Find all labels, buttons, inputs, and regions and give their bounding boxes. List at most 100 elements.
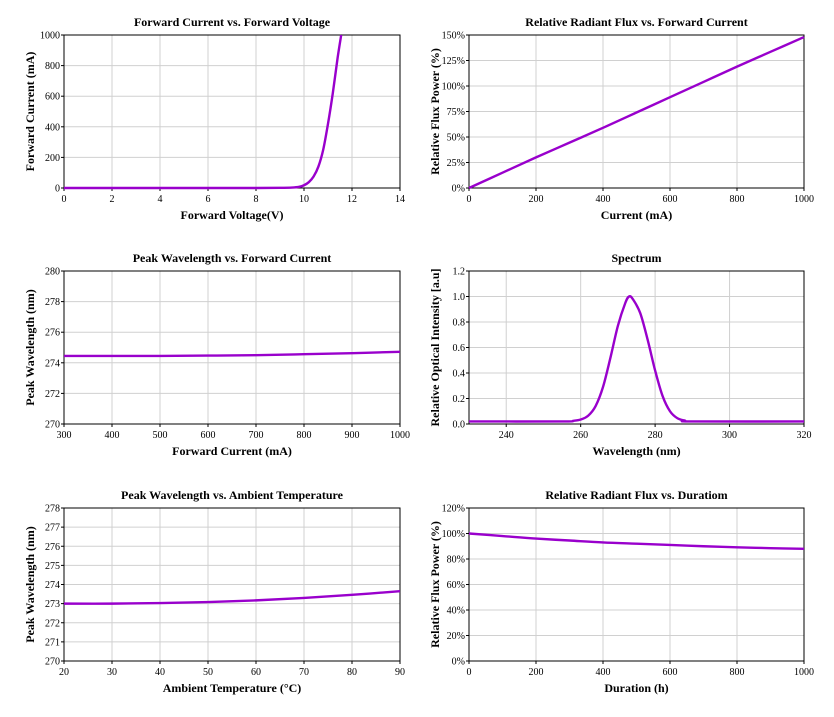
y-tick-label: 0.0 [453, 420, 466, 431]
x-tick-label: 800 [730, 194, 745, 205]
series-line [64, 34, 343, 190]
x-tick-label: 14 [395, 194, 405, 205]
series-line [64, 350, 401, 358]
y-tick-label: 125% [442, 56, 465, 67]
x-tick-label: 0 [467, 194, 472, 205]
y-axis-label: Peak Wavelength (nm) [23, 526, 37, 642]
y-tick-label: 50% [447, 133, 465, 144]
y-tick-label: 272 [45, 618, 60, 629]
series-line [63, 589, 401, 605]
chart-title: Peak Wavelength vs. Forward Current [133, 251, 332, 265]
x-tick-label: 10 [299, 194, 309, 205]
x-tick-label: 400 [596, 194, 611, 205]
y-tick-label: 276 [45, 328, 60, 339]
x-tick-label: 700 [249, 430, 264, 441]
x-tick-label: 300 [57, 430, 72, 441]
y-tick-label: 0.6 [453, 343, 466, 354]
y-tick-label: 25% [447, 158, 465, 169]
y-tick-label: 274 [45, 358, 60, 369]
series-line [468, 35, 805, 190]
x-tick-label: 900 [345, 430, 360, 441]
y-tick-label: 600 [45, 92, 60, 103]
x-tick-label: 200 [529, 194, 544, 205]
x-tick-label: 600 [663, 667, 678, 678]
chart-title: Peak Wavelength vs. Ambient Temperature [121, 488, 344, 502]
y-axis-label: Peak Wavelength (nm) [23, 289, 37, 405]
x-tick-label: 0 [62, 194, 67, 205]
y-tick-label: 20% [447, 631, 465, 642]
y-tick-label: 200 [45, 153, 60, 164]
y-tick-label: 120% [442, 504, 465, 515]
y-axis-label: Relative Flux Power (%) [428, 48, 442, 175]
plot-frame [63, 34, 401, 189]
x-tick-label: 20 [59, 667, 69, 678]
chart-5: 20 30 40 50 60 70 80 90 270 271 272 273 274 275 276 277… [23, 488, 405, 695]
x-axis-label: Current (mA) [601, 208, 672, 222]
plot-frame [63, 270, 401, 425]
x-tick-label: 12 [347, 194, 357, 205]
chart-2: 0 200 400 600 800 1000 0% 25% 50% 75% 100% 125% 150%… [428, 15, 814, 222]
x-tick-label: 1000 [794, 194, 814, 205]
x-tick-label: 90 [395, 667, 405, 678]
x-tick-label: 600 [201, 430, 216, 441]
x-tick-label: 70 [299, 667, 309, 678]
y-tick-label: 280 [45, 267, 60, 278]
y-tick-label: 278 [45, 297, 60, 308]
y-tick-label: 277 [45, 523, 60, 534]
x-axis-label: Ambient Temperature (°C) [163, 681, 302, 695]
chart-title: Forward Current vs. Forward Voltage [134, 15, 331, 29]
x-tick-label: 280 [648, 430, 663, 441]
x-tick-label: 60 [251, 667, 261, 678]
y-tick-label: 100% [442, 529, 465, 540]
y-tick-label: 0 [55, 184, 60, 195]
chart-4: 240 260 280 300 320 0.0 0.2 0.4 0.6 0.8 1.0 1.2 Spec… [428, 251, 812, 458]
x-tick-label: 4 [158, 194, 163, 205]
chart-3: 300 400 500 600 700 800 900 1000 270 272 274 276 278… [23, 251, 410, 458]
y-tick-label: 275 [45, 561, 60, 572]
y-tick-label: 274 [45, 580, 60, 591]
y-tick-label: 276 [45, 542, 60, 553]
y-axis-label: Relative Flux Power (%) [428, 521, 442, 648]
y-tick-label: 271 [45, 637, 60, 648]
x-tick-label: 320 [797, 430, 812, 441]
y-tick-label: 60% [447, 580, 465, 591]
y-tick-label: 80% [447, 555, 465, 566]
y-tick-label: 800 [45, 61, 60, 72]
chart-title: Spectrum [612, 251, 662, 265]
y-tick-label: 270 [45, 420, 60, 431]
x-axis-label: Forward Current (mA) [172, 444, 292, 458]
x-tick-label: 50 [203, 667, 213, 678]
x-tick-label: 500 [153, 430, 168, 441]
series-line [468, 532, 805, 550]
x-tick-label: 600 [663, 194, 678, 205]
y-tick-label: 270 [45, 657, 60, 668]
y-tick-label: 40% [447, 606, 465, 617]
x-tick-label: 2 [110, 194, 115, 205]
x-tick-label: 800 [730, 667, 745, 678]
y-tick-label: 0% [452, 657, 465, 668]
y-tick-label: 150% [442, 31, 465, 42]
y-tick-label: 0.8 [453, 318, 466, 329]
chart-6: 0 200 400 600 800 10000%20%40%60%80%100%120%R… [428, 488, 814, 695]
x-tick-label: 800 [297, 430, 312, 441]
x-axis-label: Duration (h) [604, 681, 668, 695]
y-tick-label: 1.0 [453, 292, 466, 303]
x-tick-label: 8 [254, 194, 259, 205]
x-tick-label: 400 [596, 667, 611, 678]
y-tick-label: 1000 [40, 31, 60, 42]
x-tick-label: 1000 [794, 667, 814, 678]
y-axis-label: Forward Current (mA) [23, 52, 37, 172]
x-axis-label: Wavelength (nm) [592, 444, 680, 458]
x-axis-label: Forward Voltage(V) [181, 208, 284, 222]
x-tick-label: 400 [105, 430, 120, 441]
y-tick-label: 100% [442, 82, 465, 93]
y-tick-label: 0.4 [453, 369, 466, 380]
y-tick-label: 1.2 [453, 267, 466, 278]
x-tick-label: 40 [155, 667, 165, 678]
y-tick-label: 0.2 [453, 394, 466, 405]
x-tick-label: 30 [107, 667, 117, 678]
x-tick-label: 200 [529, 667, 544, 678]
y-tick-label: 400 [45, 122, 60, 133]
